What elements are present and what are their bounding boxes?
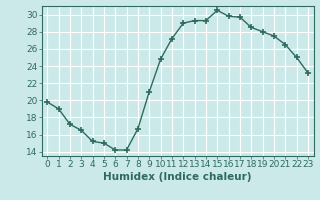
X-axis label: Humidex (Indice chaleur): Humidex (Indice chaleur) xyxy=(103,172,252,182)
